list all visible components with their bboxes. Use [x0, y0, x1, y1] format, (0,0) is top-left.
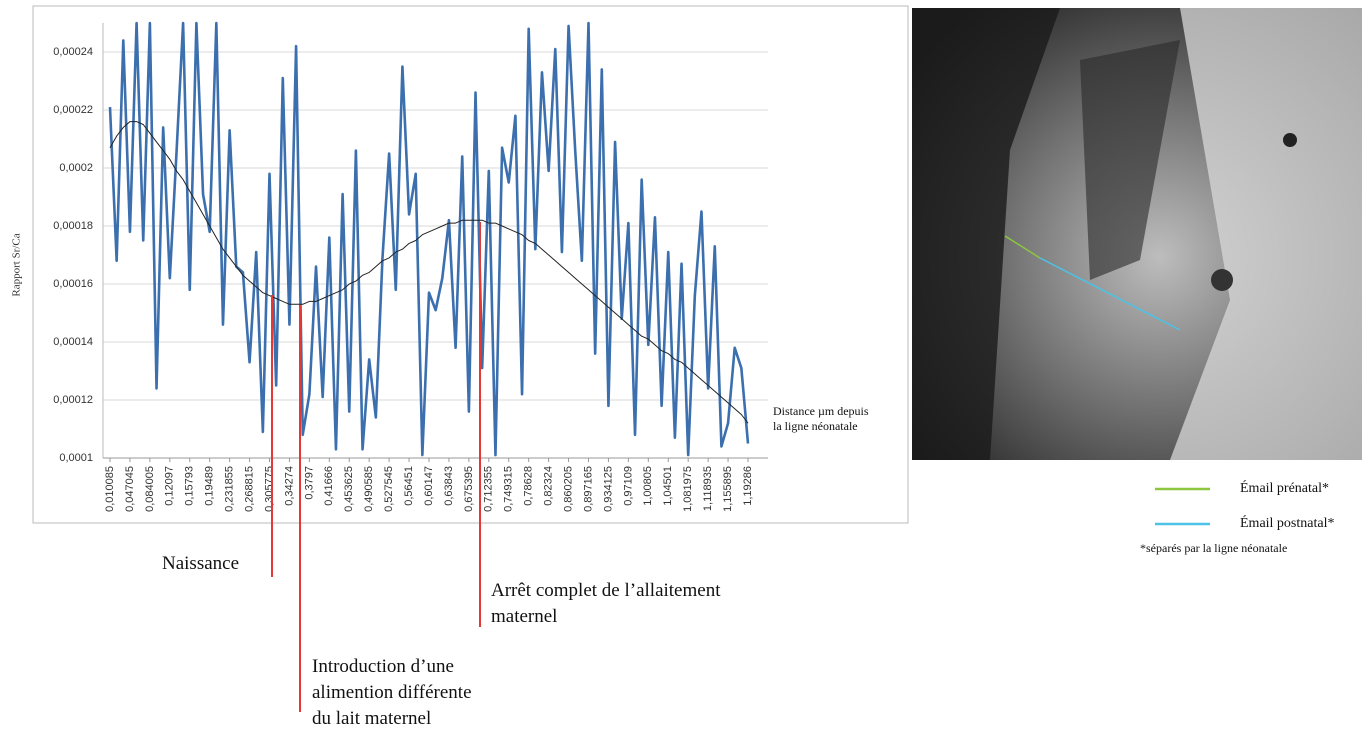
y-tick-label: 0,0002	[59, 162, 93, 174]
y-tick-label: 0,0001	[59, 452, 93, 464]
y-tick-label: 0,00024	[53, 46, 93, 58]
x-tick-label: 1,118935	[702, 466, 714, 511]
x-tick-label: 0,34274	[283, 466, 295, 506]
x-tick-label: 1,155895	[722, 466, 734, 512]
x-tick-label: 0,749315	[503, 466, 515, 512]
y-tick-label: 0,00022	[53, 104, 93, 116]
x-tick-label: 0,231855	[224, 466, 236, 512]
x-tick-label: 0,047045	[124, 466, 136, 512]
y-tick-label: 0,00016	[53, 278, 93, 290]
x-tick-label: 1,00805	[642, 466, 654, 506]
x-tick-label: 0,97109	[622, 466, 634, 506]
x-tick-label: 0,490585	[363, 466, 375, 512]
annotation: Naissance	[162, 553, 240, 574]
x-tick-label: 1,19286	[742, 466, 754, 506]
x-tick-label: 0,82324	[543, 466, 555, 506]
annotation: Arrêt complet de l’allaitement maternel	[491, 580, 721, 627]
trend-line	[109, 121, 749, 424]
legend-label: Émail prénatal*	[1240, 481, 1330, 496]
x-tick-label: 0,63843	[443, 466, 455, 506]
x-tick-label: 0,56451	[403, 466, 415, 506]
plot: 0,0001 0,00012 0,00014 0,00016 0,00018 0,0002…	[53, 21, 768, 512]
x-tick-label: 0,305775	[263, 466, 275, 512]
x-tick-label: 0,934125	[602, 466, 614, 512]
legend-note: *séparés par la ligne néonatale	[1140, 541, 1288, 555]
x-tick-label: 0,3797	[303, 466, 315, 500]
x-tick-label: 0,453625	[343, 466, 355, 512]
y-tick-label: 0,00012	[53, 394, 93, 406]
y-tick-label: 0,00018	[53, 220, 93, 232]
x-tick-label: 0,268815	[243, 466, 255, 512]
x-tick-label: 1,081975	[682, 466, 694, 512]
y-tick-label: 0,00014	[53, 336, 93, 348]
x-tick-label: 0,41666	[323, 466, 335, 506]
data-line	[108, 21, 750, 457]
x-tick-label: 0,12097	[164, 466, 176, 506]
x-tick-label: 0,084005	[144, 466, 156, 512]
annotation: Introduction d’une alimention différente…	[312, 656, 472, 729]
x-tick-label: 0,60147	[423, 466, 435, 506]
x-tick-label: 0,675395	[463, 466, 475, 512]
x-tick-label: 0,78628	[523, 466, 535, 506]
x-tick-label: 0,010085	[104, 466, 116, 512]
chart-frame	[32, 5, 909, 524]
x-tick-label: 0,897165	[582, 466, 594, 512]
legend-label: Émail postnatal*	[1240, 516, 1335, 531]
y-axis-title: Rapport Sr/Ca	[11, 233, 23, 296]
micrograph	[912, 8, 1362, 460]
x-tick-label: 1,04501	[662, 466, 674, 506]
x-tick-label: 0,19489	[204, 466, 216, 506]
x-tick-label: 0,527545	[383, 466, 395, 512]
x-tick-label: 0,15793	[184, 466, 196, 506]
x-tick-label: 0,712355	[483, 466, 495, 512]
x-axis-title: Distance µm depuis la ligne néonatale	[773, 404, 869, 433]
x-tick-label: 0,860205	[562, 466, 574, 512]
